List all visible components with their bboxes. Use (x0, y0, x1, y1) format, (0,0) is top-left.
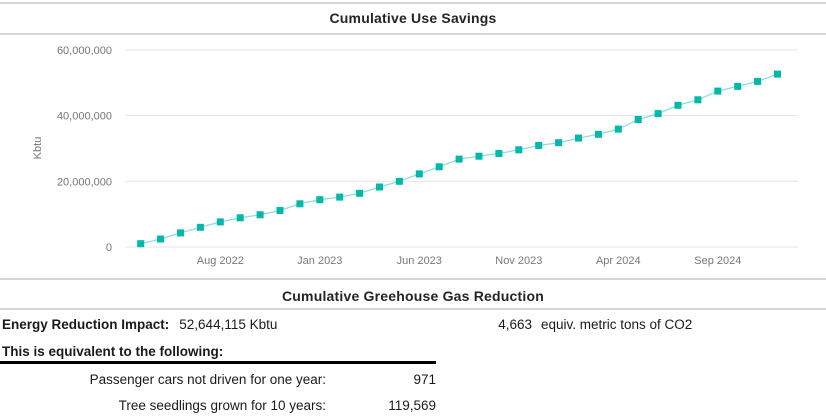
data-point (594, 130, 602, 138)
x-tick-label: Jan 2023 (297, 255, 342, 267)
use-savings-section-title: Cumulative Use Savings (329, 10, 497, 26)
equivalents-heading: This is equivalent to the following: (2, 344, 224, 359)
data-point (316, 196, 324, 204)
co2-equivalent-row: 4,663 equiv. metric tons of CO2 (460, 317, 692, 332)
co2-equivalent-label: equiv. metric tons of CO2 (541, 317, 693, 332)
data-point (555, 139, 563, 147)
data-point (276, 207, 284, 214)
divider (0, 308, 826, 310)
data-point (296, 200, 304, 208)
data-point (236, 214, 244, 222)
data-point (535, 142, 543, 149)
energy-reduction-impact-value: 52,644,115 Kbtu (179, 317, 278, 332)
equivalent-row-label: Tree seedlings grown for 10 years: (118, 398, 326, 413)
data-point (256, 211, 264, 219)
equivalent-row-tree-seedlings: Tree seedlings grown for 10 years: 119,5… (0, 398, 436, 413)
x-tick-label: Sep 2024 (694, 255, 741, 267)
equivalent-row-label: Passenger cars not driven for one year: (89, 372, 326, 387)
divider (0, 278, 826, 280)
data-point (395, 177, 403, 185)
data-point (177, 229, 184, 237)
energy-reduction-impact-row: Energy Reduction Impact: 52,644,115 Kbtu (2, 317, 277, 332)
data-point (774, 70, 781, 78)
equivalents-table-rule (0, 361, 436, 364)
data-point (196, 223, 204, 231)
data-point (734, 82, 742, 90)
equivalent-row-value: 119,569 (388, 398, 436, 413)
data-point (754, 77, 762, 85)
x-tick-label: Jun 2023 (397, 255, 442, 267)
data-point (356, 189, 364, 197)
data-point (575, 134, 582, 142)
x-tick-label: Apr 2024 (596, 255, 641, 267)
equivalent-row-passenger-cars: Passenger cars not driven for one year: … (0, 372, 436, 387)
data-point (674, 101, 682, 109)
data-point (455, 155, 463, 163)
data-point (435, 163, 443, 171)
data-point (634, 116, 642, 123)
data-point (415, 170, 423, 178)
divider (0, 33, 826, 35)
y-tick-label: 40,000,000 (57, 111, 112, 123)
data-point (376, 183, 383, 191)
data-point (714, 87, 722, 95)
data-point (614, 125, 622, 133)
data-point (475, 152, 483, 160)
y-tick-label: 20,000,000 (57, 176, 112, 188)
equivalent-row-value: 971 (413, 372, 436, 387)
data-point (515, 146, 523, 154)
divider (0, 2, 826, 4)
data-point (137, 240, 145, 248)
data-point (216, 218, 224, 226)
energy-reduction-impact-label: Energy Reduction Impact: (2, 317, 170, 332)
y-tick-label: 0 (106, 242, 112, 254)
co2-equivalent-value: 4,663 (498, 317, 532, 332)
x-tick-label: Nov 2023 (495, 255, 542, 267)
data-point (157, 235, 165, 243)
y-tick-label: 60,000,000 (57, 45, 112, 57)
y-axis-title: Kbtu (32, 137, 44, 160)
data-point (694, 96, 702, 104)
x-tick-label: Aug 2022 (197, 255, 244, 267)
ghg-section-title: Cumulative Greehouse Gas Reduction (282, 288, 544, 304)
data-point (654, 110, 662, 118)
data-point (336, 193, 344, 201)
data-point (495, 150, 503, 157)
cumulative-use-savings-plot: 0 20,000,000 40,000,000 60,000,000 Kbtu Aug 2… (32, 45, 798, 267)
